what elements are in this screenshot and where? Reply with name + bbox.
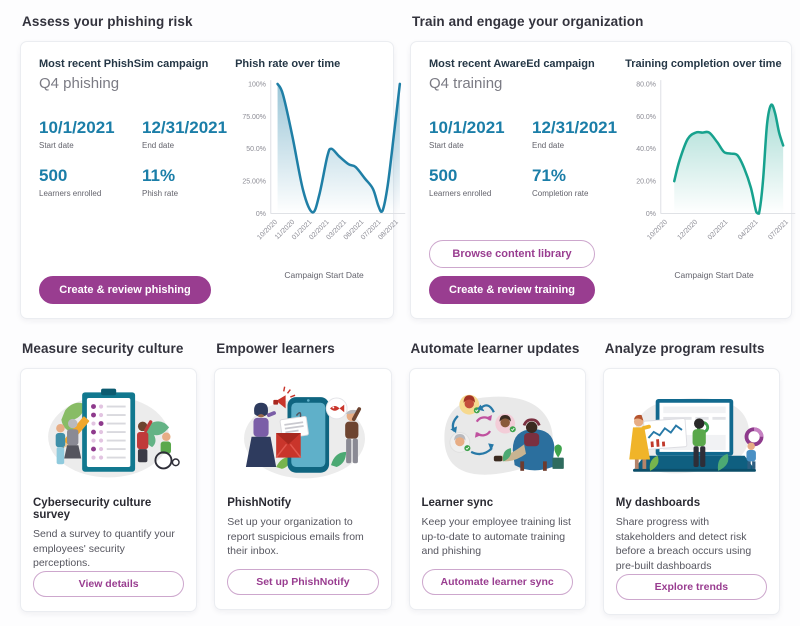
- training-completion-chart-title: Training completion over time: [625, 58, 782, 70]
- phishsim-stats-column: Most recent PhishSim campaign Q4 phishin…: [39, 58, 227, 304]
- my-dashboards-card: My dashboards Share progress with stakeh…: [602, 368, 780, 615]
- phishsim-campaign-name: Q4 phishing: [39, 75, 120, 92]
- empower-learners-heading: Empower learners: [216, 341, 335, 356]
- stat-learners-enrolled: 500 Learners enrolled: [39, 166, 102, 198]
- stat-completion-rate: 71% Completion rate: [532, 166, 589, 198]
- phone-email-report-illustration: [244, 386, 366, 479]
- awareed-card-title: Most recent AwareEd campaign: [429, 58, 595, 70]
- culture-survey-title: Cybersecurity culture survey: [33, 497, 152, 521]
- culture-survey-description: Send a survey to quantify your employees…: [33, 528, 175, 570]
- svg-text:04/2021: 04/2021: [737, 219, 760, 242]
- svg-text:10/2020: 10/2020: [646, 219, 669, 242]
- svg-text:12/2020: 12/2020: [677, 219, 700, 242]
- learner-sync-description: Keep your employee training list up-to-d…: [421, 516, 571, 558]
- automate-learner-updates-column: Automate learner updates: [408, 335, 586, 615]
- survey-clipboard-illustration: [48, 388, 180, 478]
- laptop-dashboards-illustration: [628, 398, 764, 474]
- phish-rate-chart-title: Phish rate over time: [235, 58, 341, 70]
- learner-sync-illustration: [443, 394, 564, 475]
- awareed-campaign-card: Most recent AwareEd campaign Q4 training…: [410, 41, 796, 319]
- phishnotify-description: Set up your organization to report suspi…: [227, 516, 364, 558]
- svg-text:100%: 100%: [248, 81, 266, 88]
- stat-end-date: 12/31/2021 End date: [532, 118, 618, 150]
- analyze-program-results-column: Analyze program results: [602, 335, 780, 615]
- phishing-section-heading: Assess your phishing risk: [22, 14, 193, 29]
- create-review-training-button[interactable]: Create & review training: [429, 276, 595, 304]
- culture-survey-card: Cybersecurity culture survey Send a surv…: [20, 368, 198, 613]
- phishsim-campaign-card: Most recent PhishSim campaign Q4 phishin…: [20, 41, 406, 319]
- my-dashboards-description: Share progress with stakeholders and det…: [615, 516, 752, 573]
- svg-text:02/2021: 02/2021: [707, 219, 730, 242]
- awareed-stats-column: Most recent AwareEd campaign Q4 training…: [429, 58, 617, 304]
- stat-start-date: 10/1/2021 Start date: [39, 118, 115, 150]
- analyze-program-results-heading: Analyze program results: [604, 341, 765, 356]
- view-details-button[interactable]: View details: [33, 571, 185, 598]
- phish-rate-chart-panel: Phish rate over time 100% 75.00% 50.0% 25.0…: [235, 58, 413, 304]
- phishsim-card-title: Most recent PhishSim campaign: [39, 58, 209, 70]
- training-chart-x-axis-label: Campaign Start Date: [674, 270, 754, 280]
- set-up-phishnotify-button[interactable]: Set up PhishNotify: [227, 569, 379, 595]
- training-completion-chart: 80.0% 60.0% 40.0% 20.0% 0%10/2020 12/2020 02/2…: [636, 80, 796, 242]
- automate-learner-sync-button[interactable]: Automate learner sync: [421, 569, 573, 595]
- svg-text:0%: 0%: [256, 211, 266, 218]
- svg-text:50.0%: 50.0%: [246, 146, 266, 153]
- svg-text:07/2021: 07/2021: [767, 219, 790, 242]
- top-section: Assess your phishing risk Most recent Ph…: [20, 8, 796, 319]
- svg-text:0%: 0%: [646, 211, 656, 218]
- stat-learners-enrolled: 500 Learners enrolled: [429, 166, 492, 198]
- awareed-stats-grid: 10/1/2021 Start date 12/31/2021 End date…: [429, 118, 617, 198]
- svg-text:80.0%: 80.0%: [636, 81, 656, 88]
- svg-text:60.0%: 60.0%: [636, 114, 656, 121]
- awareed-campaign-name: Q4 training: [429, 75, 503, 92]
- feature-section: Measure security culture: [20, 335, 790, 615]
- training-column: Train and engage your organization Most …: [410, 8, 796, 319]
- automate-learner-updates-heading: Automate learner updates: [410, 341, 580, 356]
- measure-security-culture-column: Measure security culture: [20, 335, 198, 615]
- learner-sync-card: Learner sync Keep your employee training…: [408, 368, 586, 610]
- phish-rate-chart: 100%75.00%50.0%25.00%0%10/202011/202001/…: [242, 80, 406, 241]
- explore-trends-button[interactable]: Explore trends: [615, 573, 767, 600]
- empower-learners-column: Empower learners: [214, 335, 392, 615]
- svg-text:25.00%: 25.00%: [242, 179, 266, 186]
- measure-security-culture-heading: Measure security culture: [22, 341, 184, 356]
- learner-sync-title: Learner sync: [421, 497, 494, 509]
- stat-phish-rate: 11% Phish rate: [142, 166, 179, 198]
- browse-content-library-button[interactable]: Browse content library: [429, 240, 595, 268]
- svg-text:40.0%: 40.0%: [636, 146, 656, 153]
- my-dashboards-title: My dashboards: [615, 497, 701, 509]
- training-completion-chart-panel: Training completion over time 80.0% 60.0%…: [625, 58, 800, 304]
- phishnotify-title: PhishNotify: [227, 497, 292, 509]
- svg-text:75.00%: 75.00%: [242, 114, 266, 121]
- phish-chart-x-axis-label: Campaign Start Date: [284, 270, 364, 280]
- phishing-column: Assess your phishing risk Most recent Ph…: [20, 8, 406, 319]
- phishsim-stats-grid: 10/1/2021 Start date 12/31/2021 End date…: [39, 118, 227, 198]
- training-section-heading: Train and engage your organization: [412, 14, 644, 29]
- stat-end-date: 12/31/2021 End date: [142, 118, 228, 150]
- stat-start-date: 10/1/2021 Start date: [429, 118, 505, 150]
- create-review-phishing-button[interactable]: Create & review phishing: [39, 276, 211, 304]
- svg-text:20.0%: 20.0%: [636, 179, 656, 186]
- phishnotify-card: PhishNotify Set up your organization to …: [214, 368, 392, 610]
